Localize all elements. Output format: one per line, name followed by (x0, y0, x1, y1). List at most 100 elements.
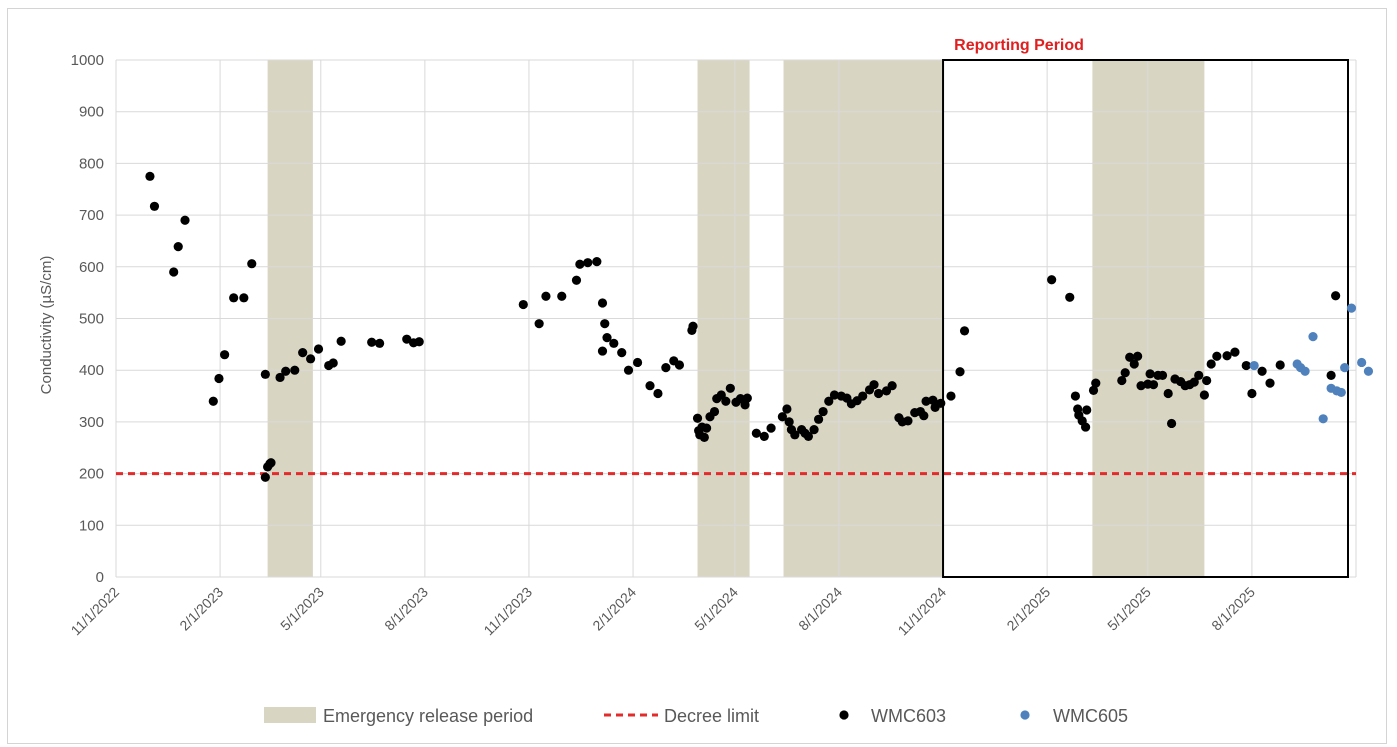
y-tick-labels: 0 100 200 300 400 500 600 700 800 900 1000 (71, 52, 104, 586)
wmc603-point (742, 393, 752, 403)
y-tick-label: 800 (79, 155, 104, 172)
wmc603-point (632, 357, 643, 368)
wmc603-point (229, 293, 239, 303)
wmc603-point (784, 417, 794, 427)
wmc603-point (281, 366, 291, 376)
wmc603-point (674, 360, 685, 370)
wmc603-point (701, 423, 712, 433)
wmc603-point (1331, 291, 1341, 301)
y-tick-label: 0 (96, 569, 104, 586)
wmc603-point (239, 293, 249, 303)
wmc603-point (1129, 359, 1139, 369)
wmc603-point (829, 390, 840, 400)
wmc603-point (1241, 360, 1251, 371)
wmc603-point (1194, 370, 1204, 380)
wmc603-point (247, 259, 257, 269)
x-tick-label: 2/1/2025 (1003, 584, 1053, 634)
wmc603-point (414, 337, 424, 347)
wmc603-point (869, 380, 879, 390)
x-tick-labels: 11/1/2022 2/1/2023 5/1/2023 8/1/2023 11/1/20… (67, 584, 1258, 639)
wmc603-point (1047, 275, 1057, 285)
wmc603-point (336, 336, 346, 346)
wmc603-point (328, 358, 338, 368)
wmc603-point (1206, 359, 1216, 369)
wmc603-point (928, 395, 938, 405)
wmc603-point (751, 428, 761, 438)
wmc603-point (173, 242, 183, 252)
wmc603-point (266, 458, 276, 468)
wmc603-point (1157, 370, 1168, 380)
conductivity-chart: 0 100 200 300 400 500 600 700 800 900 1000 11/1/20… (38, 37, 1374, 726)
wmc605-point (1346, 303, 1357, 313)
wmc603-point (959, 326, 970, 336)
y-tick-label: 700 (79, 207, 104, 224)
legend-wmc603-label: WMC603 (871, 706, 946, 726)
wmc603-point (623, 365, 634, 375)
wmc603-point (1212, 351, 1222, 361)
wmc603-point (1125, 352, 1135, 362)
wmc603-point (260, 369, 270, 379)
wmc603-point (290, 365, 300, 375)
y-tick-label: 400 (79, 362, 104, 379)
wmc605-point (1308, 331, 1318, 342)
wmc603-point (725, 383, 735, 393)
wmc603-point (1117, 375, 1127, 386)
wmc603-point (305, 354, 316, 364)
wmc603-point (534, 319, 544, 329)
legend: Emergency release period Decree limit WMC6… (264, 706, 1128, 726)
x-tick-label: 8/1/2025 (1208, 584, 1258, 634)
wmc603-point (873, 388, 884, 399)
wmc603-point (1326, 370, 1336, 380)
wmc603-point (790, 430, 800, 440)
wmc605-point (1336, 387, 1346, 398)
y-tick-label: 1000 (71, 52, 104, 69)
wmc603-point (375, 338, 385, 348)
wmc603-point (1202, 375, 1212, 386)
wmc603-point (583, 258, 593, 268)
x-tick-label: 8/1/2024 (795, 584, 845, 634)
y-tick-label: 100 (79, 517, 104, 534)
wmc603-point (903, 416, 913, 426)
y-tick-label: 200 (79, 466, 104, 483)
x-tick-label: 5/1/2024 (691, 584, 741, 634)
x-tick-label: 5/1/2025 (1104, 584, 1154, 634)
wmc603-point (1133, 351, 1143, 361)
wmc603-point (1275, 360, 1285, 370)
y-axis-title: Conductivity (µS/cm) (38, 256, 55, 395)
wmc603-point (936, 398, 946, 408)
wmc603-point (571, 275, 582, 285)
wmc603-point (661, 363, 671, 373)
wmc603-point (645, 381, 655, 391)
wmc603-point (1247, 388, 1257, 399)
wmc603-point (597, 346, 608, 356)
wmc603-point (145, 171, 155, 181)
legend-wmc605-swatch (1020, 710, 1030, 720)
legend-emergency-swatch (264, 707, 316, 723)
wmc603-point (858, 391, 868, 401)
wmc603-point (1070, 391, 1081, 401)
x-tick-label: 2/1/2024 (589, 584, 639, 634)
chart-frame: 0 100 200 300 400 500 600 700 800 900 1000 11/1/20… (7, 8, 1387, 744)
wmc603-point (220, 350, 230, 360)
wmc603-point (541, 291, 551, 301)
wmc603-point (699, 432, 709, 443)
wmc603-point (803, 431, 814, 441)
wmc603-point (653, 388, 663, 399)
x-tick-label: 11/1/2022 (67, 584, 122, 639)
wmc603-point (777, 412, 787, 422)
x-tick-label: 11/1/2024 (895, 584, 950, 639)
wmc603-point (709, 406, 720, 417)
wmc603-point (887, 381, 897, 391)
x-tick-label: 8/1/2023 (381, 584, 431, 634)
wmc603-point (1080, 422, 1091, 432)
wmc605-point (1357, 357, 1367, 368)
wmc603-point (208, 396, 218, 406)
wmc603-point (149, 201, 160, 211)
y-tick-label: 900 (79, 104, 104, 121)
wmc603-point (1082, 405, 1092, 415)
x-tick-label: 11/1/2023 (480, 584, 535, 639)
x-tick-label: 5/1/2023 (277, 584, 327, 634)
wmc603-point (813, 414, 824, 424)
wmc603-point (557, 291, 567, 301)
reporting-period-rect (942, 59, 1350, 578)
